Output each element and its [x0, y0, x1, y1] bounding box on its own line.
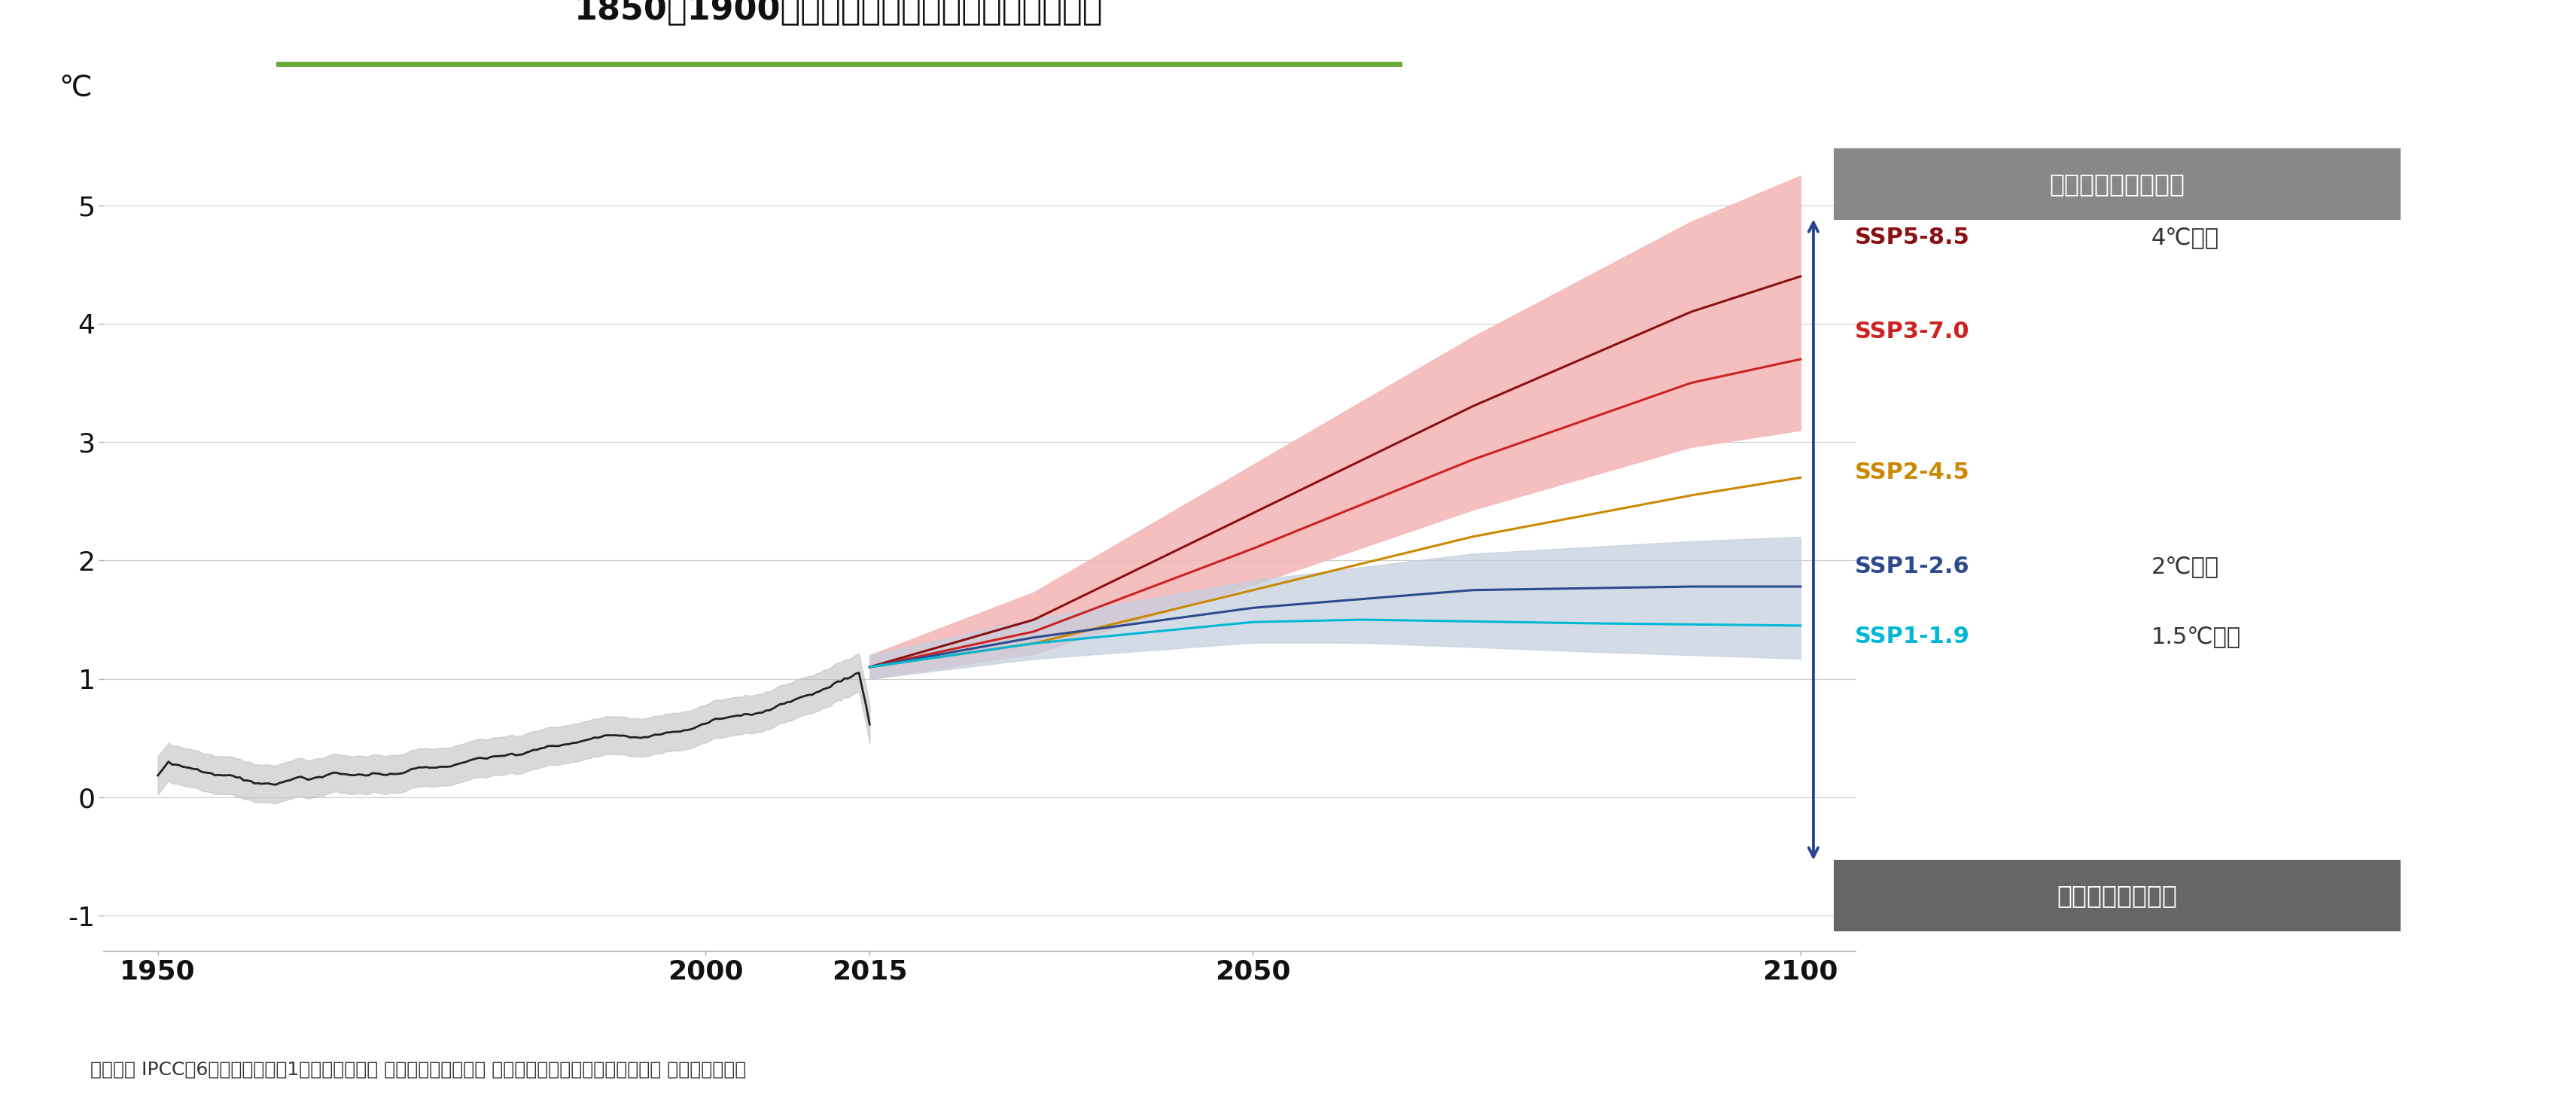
Text: （出典） IPCC第6次評価報告書第1作業部会報告書 政策決定者向け要約 暂定訳（文部科学省及び気象庁） を基に当社作成: （出典） IPCC第6次評価報告書第1作業部会報告書 政策決定者向け要約 暂定訳…: [90, 1061, 747, 1078]
Bar: [1834, 859, 2401, 931]
Text: 物理的リスク影響大: 物理的リスク影響大: [2048, 171, 2184, 197]
Text: 4℃相当: 4℃相当: [2151, 227, 2218, 249]
Bar: [1834, 148, 2401, 220]
Text: 1850～1900年を基準とした世界平均気温の変化: 1850～1900年を基準とした世界平均気温の変化: [574, 0, 1103, 27]
Text: SSP1-1.9: SSP1-1.9: [1855, 626, 1968, 648]
Text: 移行リスク影響大: 移行リスク影響大: [2056, 883, 2177, 908]
Text: SSP3-7.0: SSP3-7.0: [1855, 321, 1968, 343]
Text: ℃: ℃: [59, 74, 93, 102]
Text: SSP1-2.6: SSP1-2.6: [1855, 555, 1968, 577]
Text: SSP5-8.5: SSP5-8.5: [1855, 227, 1968, 249]
Text: 1.5℃相当: 1.5℃相当: [2151, 626, 2241, 648]
Text: SSP2-4.5: SSP2-4.5: [1855, 461, 1968, 483]
Text: 2℃相当: 2℃相当: [2151, 555, 2218, 577]
